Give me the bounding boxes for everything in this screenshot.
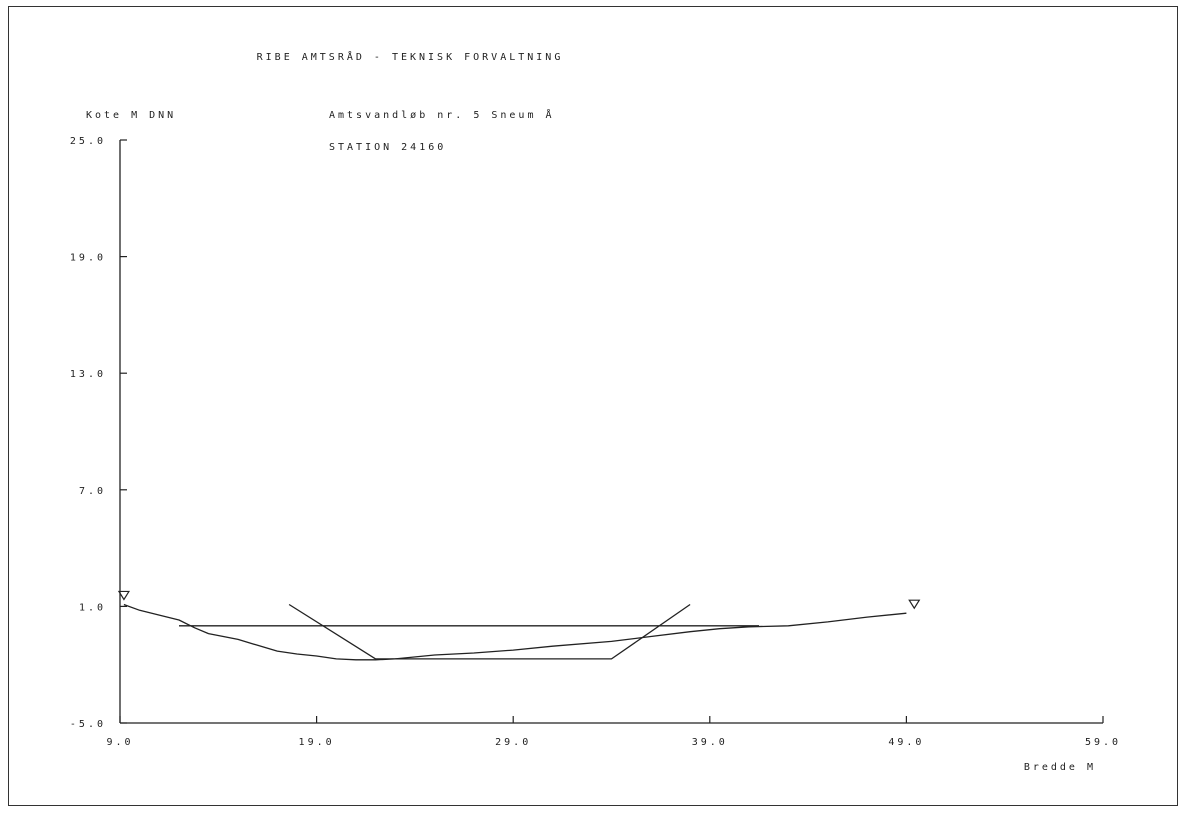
x-axis-label: Bredde M bbox=[1024, 762, 1096, 773]
series-terrain-profile bbox=[123, 603, 907, 661]
station-label: STATION 24160 bbox=[329, 142, 446, 153]
x-tick-label: 29.0 bbox=[495, 737, 531, 748]
x-tick-label: 59.0 bbox=[1085, 737, 1121, 748]
y-tick-label: 19.0 bbox=[70, 253, 106, 264]
y-tick-label: 1.0 bbox=[79, 602, 106, 613]
watercourse-label: Amtsvandløb nr. 5 Sneum Å bbox=[329, 108, 555, 121]
series-design-profile bbox=[288, 603, 691, 660]
y-axis-label: Kote M DNN bbox=[86, 110, 176, 121]
x-tick-label: 49.0 bbox=[888, 737, 924, 748]
chart-title: RIBE AMTSRÅD - TEKNISK FORVALTNING bbox=[257, 50, 564, 63]
x-tick-label: 19.0 bbox=[299, 737, 335, 748]
water-level-marker bbox=[908, 599, 921, 610]
water-level-marker bbox=[117, 590, 131, 601]
x-tick-label: 39.0 bbox=[692, 737, 728, 748]
x-tick-label: 9.0 bbox=[106, 737, 133, 748]
y-tick-label: 25.0 bbox=[70, 136, 106, 147]
y-tick-label: -5.0 bbox=[70, 719, 106, 730]
y-tick-label: 7.0 bbox=[79, 486, 106, 497]
drawing-frame bbox=[8, 6, 1178, 806]
y-tick-label: 13.0 bbox=[70, 369, 106, 380]
